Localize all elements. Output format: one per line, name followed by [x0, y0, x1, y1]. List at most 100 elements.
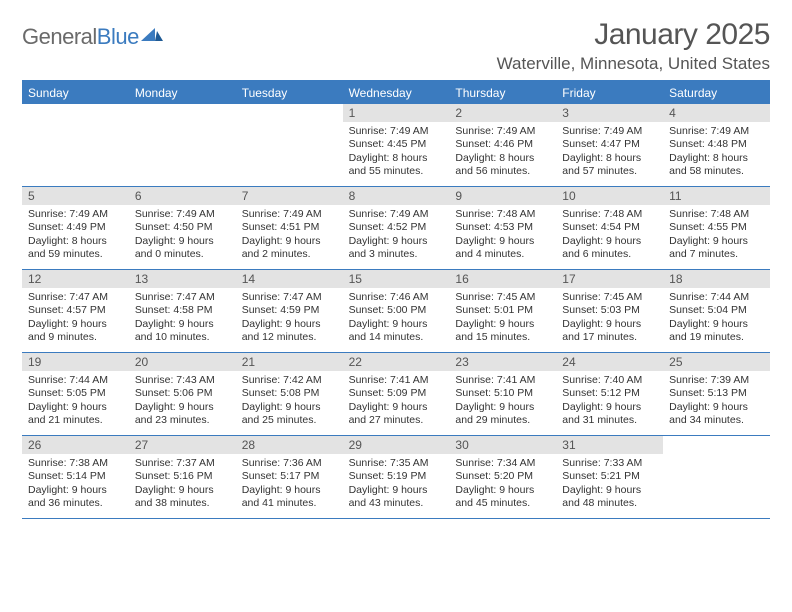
- day-body: Sunrise: 7:49 AMSunset: 4:45 PMDaylight:…: [343, 122, 450, 183]
- day-cell: [22, 104, 129, 186]
- sunset-line: Sunset: 4:50 PM: [135, 221, 230, 234]
- day-number: 29: [343, 436, 450, 454]
- day-number: 23: [449, 353, 556, 371]
- sunrise-line: Sunrise: 7:45 AM: [455, 291, 550, 304]
- day-body: [129, 122, 236, 129]
- day-number: 4: [663, 104, 770, 122]
- sunset-line: Sunset: 5:05 PM: [28, 387, 123, 400]
- weeks-container: 1Sunrise: 7:49 AMSunset: 4:45 PMDaylight…: [22, 104, 770, 519]
- sunrise-line: Sunrise: 7:35 AM: [349, 457, 444, 470]
- daylight-line-2: and 58 minutes.: [669, 165, 764, 178]
- daylight-line-1: Daylight: 8 hours: [28, 235, 123, 248]
- daylight-line-1: Daylight: 9 hours: [455, 401, 550, 414]
- month-title: January 2025: [497, 18, 770, 52]
- day-number: 16: [449, 270, 556, 288]
- day-number: 24: [556, 353, 663, 371]
- sunset-line: Sunset: 5:12 PM: [562, 387, 657, 400]
- day-number: 31: [556, 436, 663, 454]
- sunset-line: Sunset: 4:53 PM: [455, 221, 550, 234]
- daylight-line-2: and 9 minutes.: [28, 331, 123, 344]
- daylight-line-1: Daylight: 9 hours: [562, 401, 657, 414]
- daylight-line-2: and 38 minutes.: [135, 497, 230, 510]
- weekday-row: SundayMondayTuesdayWednesdayThursdayFrid…: [22, 82, 770, 104]
- day-body: Sunrise: 7:48 AMSunset: 4:53 PMDaylight:…: [449, 205, 556, 266]
- weekday-cell: Friday: [556, 82, 663, 104]
- day-cell: 19Sunrise: 7:44 AMSunset: 5:05 PMDayligh…: [22, 353, 129, 435]
- day-cell: 12Sunrise: 7:47 AMSunset: 4:57 PMDayligh…: [22, 270, 129, 352]
- daylight-line-2: and 21 minutes.: [28, 414, 123, 427]
- day-body: Sunrise: 7:40 AMSunset: 5:12 PMDaylight:…: [556, 371, 663, 432]
- sunset-line: Sunset: 5:09 PM: [349, 387, 444, 400]
- sunrise-line: Sunrise: 7:49 AM: [349, 208, 444, 221]
- daylight-line-1: Daylight: 9 hours: [349, 484, 444, 497]
- day-body: Sunrise: 7:41 AMSunset: 5:10 PMDaylight:…: [449, 371, 556, 432]
- sunset-line: Sunset: 4:59 PM: [242, 304, 337, 317]
- sunrise-line: Sunrise: 7:49 AM: [135, 208, 230, 221]
- daylight-line-1: Daylight: 9 hours: [562, 484, 657, 497]
- sunrise-line: Sunrise: 7:49 AM: [349, 125, 444, 138]
- sunrise-line: Sunrise: 7:46 AM: [349, 291, 444, 304]
- sunrise-line: Sunrise: 7:49 AM: [669, 125, 764, 138]
- sunset-line: Sunset: 4:49 PM: [28, 221, 123, 234]
- daylight-line-1: Daylight: 9 hours: [28, 484, 123, 497]
- sunset-line: Sunset: 4:48 PM: [669, 138, 764, 151]
- day-body: Sunrise: 7:49 AMSunset: 4:47 PMDaylight:…: [556, 122, 663, 183]
- sunrise-line: Sunrise: 7:42 AM: [242, 374, 337, 387]
- day-body: [236, 122, 343, 129]
- day-body: Sunrise: 7:43 AMSunset: 5:06 PMDaylight:…: [129, 371, 236, 432]
- title-block: January 2025 Waterville, Minnesota, Unit…: [497, 18, 770, 74]
- daylight-line-1: Daylight: 8 hours: [562, 152, 657, 165]
- day-body: Sunrise: 7:45 AMSunset: 5:03 PMDaylight:…: [556, 288, 663, 349]
- day-number: 14: [236, 270, 343, 288]
- daylight-line-2: and 34 minutes.: [669, 414, 764, 427]
- day-body: Sunrise: 7:39 AMSunset: 5:13 PMDaylight:…: [663, 371, 770, 432]
- day-number: 6: [129, 187, 236, 205]
- sunset-line: Sunset: 5:06 PM: [135, 387, 230, 400]
- daylight-line-2: and 45 minutes.: [455, 497, 550, 510]
- daylight-line-2: and 17 minutes.: [562, 331, 657, 344]
- sunset-line: Sunset: 5:20 PM: [455, 470, 550, 483]
- day-cell: 3Sunrise: 7:49 AMSunset: 4:47 PMDaylight…: [556, 104, 663, 186]
- logo-text-general: General: [22, 24, 97, 49]
- sunset-line: Sunset: 5:03 PM: [562, 304, 657, 317]
- daylight-line-2: and 27 minutes.: [349, 414, 444, 427]
- sunset-line: Sunset: 4:47 PM: [562, 138, 657, 151]
- daylight-line-2: and 55 minutes.: [349, 165, 444, 178]
- day-cell: [236, 104, 343, 186]
- daylight-line-1: Daylight: 9 hours: [562, 318, 657, 331]
- day-number: 8: [343, 187, 450, 205]
- day-cell: 10Sunrise: 7:48 AMSunset: 4:54 PMDayligh…: [556, 187, 663, 269]
- daylight-line-2: and 25 minutes.: [242, 414, 337, 427]
- day-number: 15: [343, 270, 450, 288]
- week-row: 19Sunrise: 7:44 AMSunset: 5:05 PMDayligh…: [22, 353, 770, 436]
- day-number: 22: [343, 353, 450, 371]
- sunrise-line: Sunrise: 7:41 AM: [349, 374, 444, 387]
- day-cell: 23Sunrise: 7:41 AMSunset: 5:10 PMDayligh…: [449, 353, 556, 435]
- day-body: Sunrise: 7:33 AMSunset: 5:21 PMDaylight:…: [556, 454, 663, 515]
- daylight-line-2: and 31 minutes.: [562, 414, 657, 427]
- sunrise-line: Sunrise: 7:47 AM: [135, 291, 230, 304]
- day-number: 25: [663, 353, 770, 371]
- day-cell: 14Sunrise: 7:47 AMSunset: 4:59 PMDayligh…: [236, 270, 343, 352]
- day-cell: [129, 104, 236, 186]
- weekday-cell: Monday: [129, 82, 236, 104]
- logo-text: GeneralBlue: [22, 24, 139, 50]
- day-number: 12: [22, 270, 129, 288]
- day-body: Sunrise: 7:36 AMSunset: 5:17 PMDaylight:…: [236, 454, 343, 515]
- sunset-line: Sunset: 4:51 PM: [242, 221, 337, 234]
- sunrise-line: Sunrise: 7:49 AM: [28, 208, 123, 221]
- day-cell: 13Sunrise: 7:47 AMSunset: 4:58 PMDayligh…: [129, 270, 236, 352]
- weekday-cell: Thursday: [449, 82, 556, 104]
- sunrise-line: Sunrise: 7:40 AM: [562, 374, 657, 387]
- day-number: 10: [556, 187, 663, 205]
- logo: GeneralBlue: [22, 24, 163, 50]
- day-number: 20: [129, 353, 236, 371]
- day-cell: 9Sunrise: 7:48 AMSunset: 4:53 PMDaylight…: [449, 187, 556, 269]
- day-body: Sunrise: 7:41 AMSunset: 5:09 PMDaylight:…: [343, 371, 450, 432]
- sunset-line: Sunset: 4:52 PM: [349, 221, 444, 234]
- day-cell: 20Sunrise: 7:43 AMSunset: 5:06 PMDayligh…: [129, 353, 236, 435]
- day-cell: 11Sunrise: 7:48 AMSunset: 4:55 PMDayligh…: [663, 187, 770, 269]
- week-row: 12Sunrise: 7:47 AMSunset: 4:57 PMDayligh…: [22, 270, 770, 353]
- daylight-line-2: and 59 minutes.: [28, 248, 123, 261]
- day-cell: 31Sunrise: 7:33 AMSunset: 5:21 PMDayligh…: [556, 436, 663, 518]
